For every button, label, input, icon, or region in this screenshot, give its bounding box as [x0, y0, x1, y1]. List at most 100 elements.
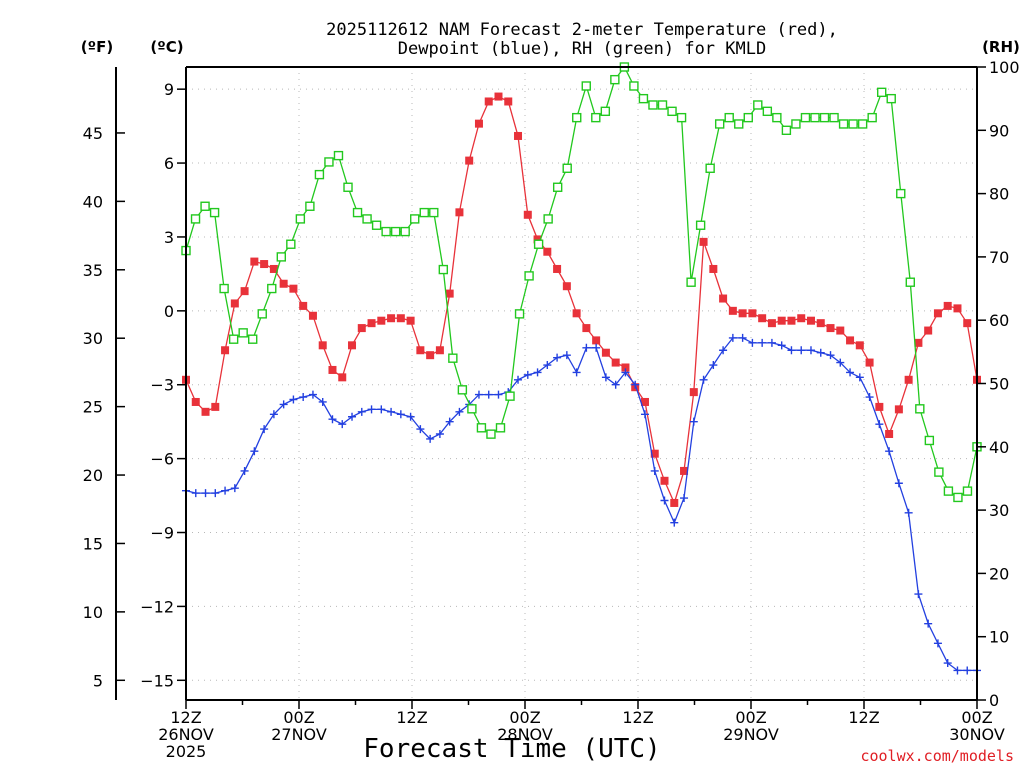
- rh-marker: [314, 169, 325, 180]
- temperature-marker: [299, 301, 308, 310]
- dewpoint-marker: [328, 415, 337, 424]
- temperature-marker: [484, 97, 493, 106]
- dewpoint-marker: [689, 417, 698, 426]
- temperature-marker: [221, 346, 230, 355]
- rh-marker: [915, 404, 925, 414]
- temperature-marker: [406, 316, 415, 325]
- temperature-marker: [836, 326, 845, 335]
- rh-marker: [591, 112, 601, 123]
- temperature-marker: [592, 336, 601, 345]
- temperature-marker: [777, 316, 786, 325]
- unit-label-fahrenheit: (ºF): [81, 38, 113, 56]
- temperature-marker: [308, 311, 317, 320]
- temperature-marker: [640, 397, 649, 406]
- temperature-marker: [875, 402, 884, 411]
- temperature-marker: [728, 306, 737, 315]
- time-tick-label: 2025: [166, 742, 207, 761]
- temperature-marker: [719, 294, 728, 303]
- temperature-marker: [797, 314, 806, 323]
- rh-tick-label: 50: [989, 375, 1009, 394]
- temperature-marker: [621, 363, 630, 372]
- time-tick-label: 00Z: [735, 708, 766, 727]
- dewpoint-marker: [523, 370, 532, 379]
- dewpoint-marker: [806, 346, 815, 355]
- rh-marker: [819, 112, 830, 123]
- rh-marker: [533, 239, 544, 249]
- fahrenheit-tick-label: 40: [83, 192, 103, 211]
- temperature-marker: [767, 319, 776, 328]
- dewpoint-marker: [514, 375, 523, 384]
- temperature-marker: [963, 319, 972, 328]
- dewpoint-marker: [494, 390, 503, 399]
- temperature-marker: [582, 324, 591, 333]
- rh-tick-label: 80: [989, 185, 1009, 204]
- dewpoint-marker: [230, 484, 239, 493]
- time-tick-label: 12Z: [170, 708, 201, 727]
- celsius-tick-label: 9: [164, 80, 174, 99]
- rh-tick-label: 10: [989, 628, 1009, 647]
- temperature-marker: [611, 358, 620, 367]
- temperature-marker: [533, 235, 542, 244]
- dewpoint-marker: [787, 346, 796, 355]
- rh-marker: [924, 435, 935, 446]
- rh-marker: [381, 226, 391, 237]
- rh-line: [185, 65, 978, 499]
- rh-marker: [781, 125, 792, 136]
- rh-marker: [267, 283, 277, 294]
- temperature-marker: [348, 341, 357, 350]
- rh-tick-label: 0: [989, 691, 999, 710]
- dewpoint-marker: [914, 590, 923, 599]
- temperature-marker: [689, 388, 698, 397]
- temperature-marker: [846, 336, 855, 345]
- dewpoint-marker: [943, 659, 952, 668]
- dewpoint-marker: [836, 358, 845, 367]
- dewpoint-marker: [387, 407, 396, 416]
- rh-marker: [953, 492, 963, 503]
- temperature-marker: [894, 405, 903, 414]
- rh-marker: [896, 188, 906, 199]
- rh-marker: [734, 119, 744, 129]
- dewpoint-marker: [631, 380, 640, 389]
- temperature-marker: [865, 358, 874, 367]
- dewpoint-marker: [455, 407, 464, 416]
- rh-marker: [905, 277, 915, 287]
- time-tick-label: 00Z: [961, 708, 992, 727]
- time-tick-label: 00Z: [509, 708, 540, 727]
- celsius-tick-label: 6: [164, 154, 174, 173]
- celsius-tick-label: −9: [150, 524, 174, 543]
- rh-marker: [810, 112, 820, 123]
- dewpoint-marker: [289, 395, 298, 404]
- dewpoint-marker: [240, 466, 249, 475]
- rh-marker: [638, 93, 649, 104]
- dewpoint-marker: [260, 425, 269, 434]
- dewpoint-marker: [191, 489, 200, 498]
- temperature-marker: [699, 237, 708, 246]
- dewpoint-marker: [670, 518, 679, 527]
- temperature-marker: [572, 309, 581, 318]
- series-layer: [181, 62, 982, 675]
- dewpoint-marker: [416, 425, 425, 434]
- temperature-marker: [260, 260, 269, 269]
- rh-tick-label: 40: [989, 438, 1009, 457]
- rh-marker: [486, 429, 496, 439]
- rh-marker: [429, 207, 439, 218]
- dewpoint-marker: [611, 380, 620, 389]
- rh-marker: [657, 100, 668, 110]
- rh-marker: [295, 214, 306, 224]
- rh-marker: [362, 214, 372, 224]
- dewpoint-marker: [318, 397, 327, 406]
- rh-marker: [572, 112, 582, 123]
- chart-title-line2: Dewpoint (blue), RH (green) for KMLD: [398, 39, 766, 59]
- dewpoint-marker: [728, 333, 737, 342]
- fahrenheit-tick-label: 30: [83, 329, 103, 348]
- time-tick-label: 00Z: [283, 708, 314, 727]
- dewpoint-marker: [767, 338, 776, 347]
- rh-marker: [562, 163, 572, 173]
- dewpoint-marker: [904, 508, 913, 517]
- temperature-line: [185, 95, 978, 505]
- temperature-marker: [474, 119, 483, 128]
- dewpoint-marker: [826, 351, 835, 360]
- rh-marker: [257, 309, 267, 319]
- fahrenheit-tick-label: 15: [83, 534, 103, 553]
- temperature-marker: [357, 324, 366, 333]
